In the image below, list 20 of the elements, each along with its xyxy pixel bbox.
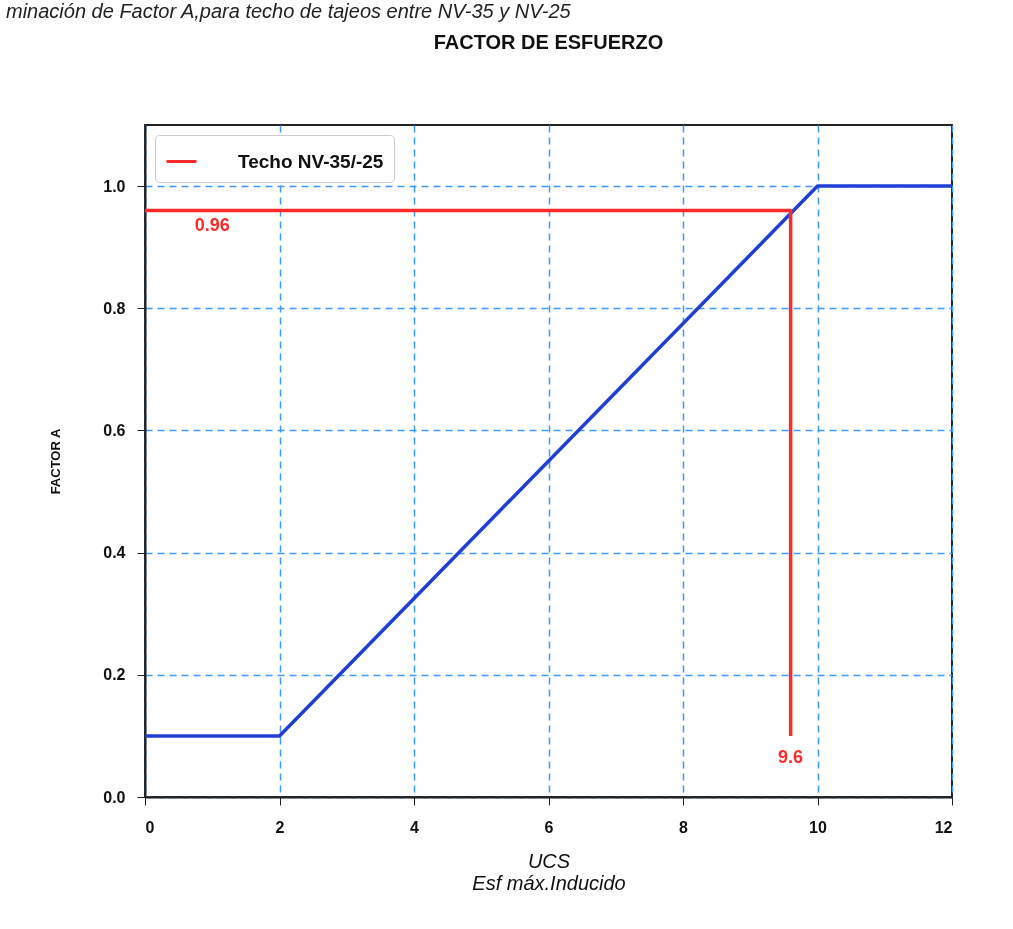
- chart-title: FACTOR DE ESFUERZO: [433, 31, 664, 53]
- x-axis-title: UCS Esf máx.Inducido: [472, 849, 626, 894]
- x-tick-label: 10: [809, 818, 827, 836]
- y-axis-title: FACTOR A: [48, 428, 64, 495]
- x-tick-label: 12: [934, 818, 953, 836]
- x-tick-label: 0: [145, 818, 155, 836]
- y-tick-label: 0.8: [103, 299, 126, 317]
- legend-label: Techo NV-35/-25: [238, 150, 384, 172]
- x-tick-label: 8: [679, 818, 689, 836]
- x-tick-label: 6: [544, 818, 554, 836]
- y-tick-label: 0.6: [103, 421, 126, 439]
- y-tick-label: 1.0: [103, 177, 126, 195]
- text: minación de Factor A,para techo de tajeos entre NV-35 y NV-25: [6, 0, 571, 23]
- y-tick-label: 0.2: [103, 666, 126, 684]
- y-tick-label: 0.4: [103, 544, 126, 562]
- annotation: 9.6: [778, 746, 804, 767]
- x-tick-label: 2: [275, 818, 285, 836]
- y-tick-label: 0.0: [103, 788, 126, 806]
- x-tick-label: 4: [410, 818, 420, 836]
- annotation: 0.96: [194, 214, 230, 235]
